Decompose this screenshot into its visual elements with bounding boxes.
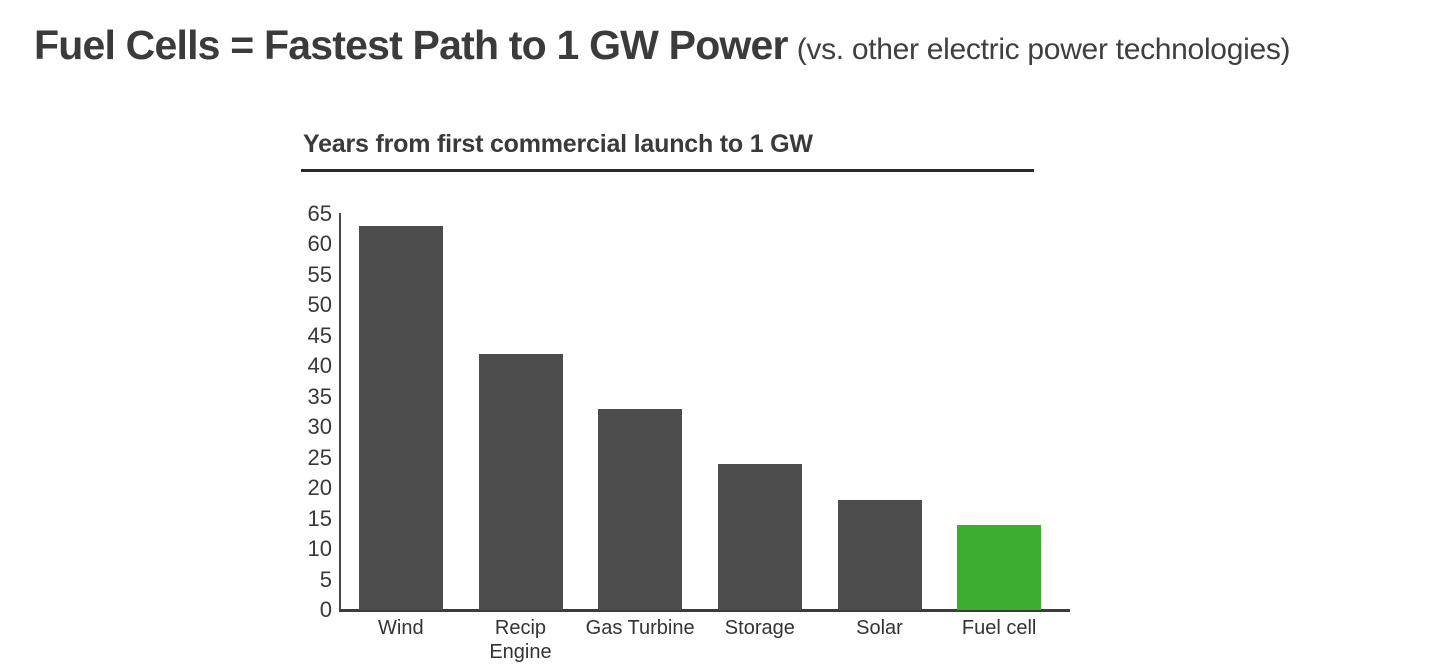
x-tick-label-solar: Solar bbox=[856, 617, 903, 639]
y-tick-label-65: 65 bbox=[307, 201, 332, 226]
y-axis-line bbox=[339, 213, 341, 611]
y-tick-label-50: 50 bbox=[307, 292, 332, 318]
bar-storage bbox=[717, 463, 802, 610]
y-tick-label-5: 5 bbox=[319, 566, 332, 592]
page-title: Fuel Cells = Fastest Path to 1 GW Power(… bbox=[34, 22, 1291, 69]
y-tick-label-0: 0 bbox=[319, 597, 332, 622]
y-tick-label-10: 10 bbox=[307, 536, 332, 562]
page-title-qualifier: (vs. other electric power technologies) bbox=[796, 33, 1291, 66]
x-tick-label-recip-engine: Recip Engine bbox=[489, 617, 552, 663]
y-tick-label-40: 40 bbox=[307, 353, 332, 379]
x-tick-label-fuel-cell: Fuel cell bbox=[961, 617, 1037, 639]
y-tick-label-25: 25 bbox=[307, 444, 332, 470]
y-tick-label-15: 15 bbox=[307, 505, 332, 531]
bar-fuel-cell bbox=[957, 524, 1042, 610]
bar-wind bbox=[358, 226, 443, 610]
y-tick-label-20: 20 bbox=[307, 475, 332, 501]
x-tick-label-wind: Wind bbox=[378, 617, 424, 639]
x-tick-label-gas-turbine: Gas Turbine bbox=[585, 617, 695, 639]
x-tick-label-storage: Storage bbox=[724, 617, 795, 639]
y-tick-label-35: 35 bbox=[307, 383, 332, 409]
y-tick-label-45: 45 bbox=[307, 322, 332, 348]
y-tick-label-55: 55 bbox=[307, 261, 332, 287]
bar-gas-turbine bbox=[598, 408, 683, 610]
chart-title-underline bbox=[301, 169, 1034, 172]
y-tick-label-60: 60 bbox=[307, 231, 332, 257]
x-axis-line bbox=[339, 609, 1070, 612]
y-tick-label-30: 30 bbox=[307, 414, 332, 440]
chart-title: Years from first commercial launch to 1 … bbox=[303, 130, 813, 158]
bar-recip-engine bbox=[478, 354, 563, 610]
bar-solar bbox=[837, 500, 922, 610]
page-title-main: Fuel Cells = Fastest Path to 1 GW Power bbox=[34, 22, 788, 68]
